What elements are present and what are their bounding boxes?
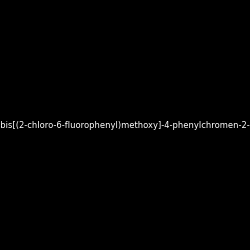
Text: 5,7-bis[(2-chloro-6-fluorophenyl)methoxy]-4-phenylchromen-2-one: 5,7-bis[(2-chloro-6-fluorophenyl)methoxy… xyxy=(0,120,250,130)
